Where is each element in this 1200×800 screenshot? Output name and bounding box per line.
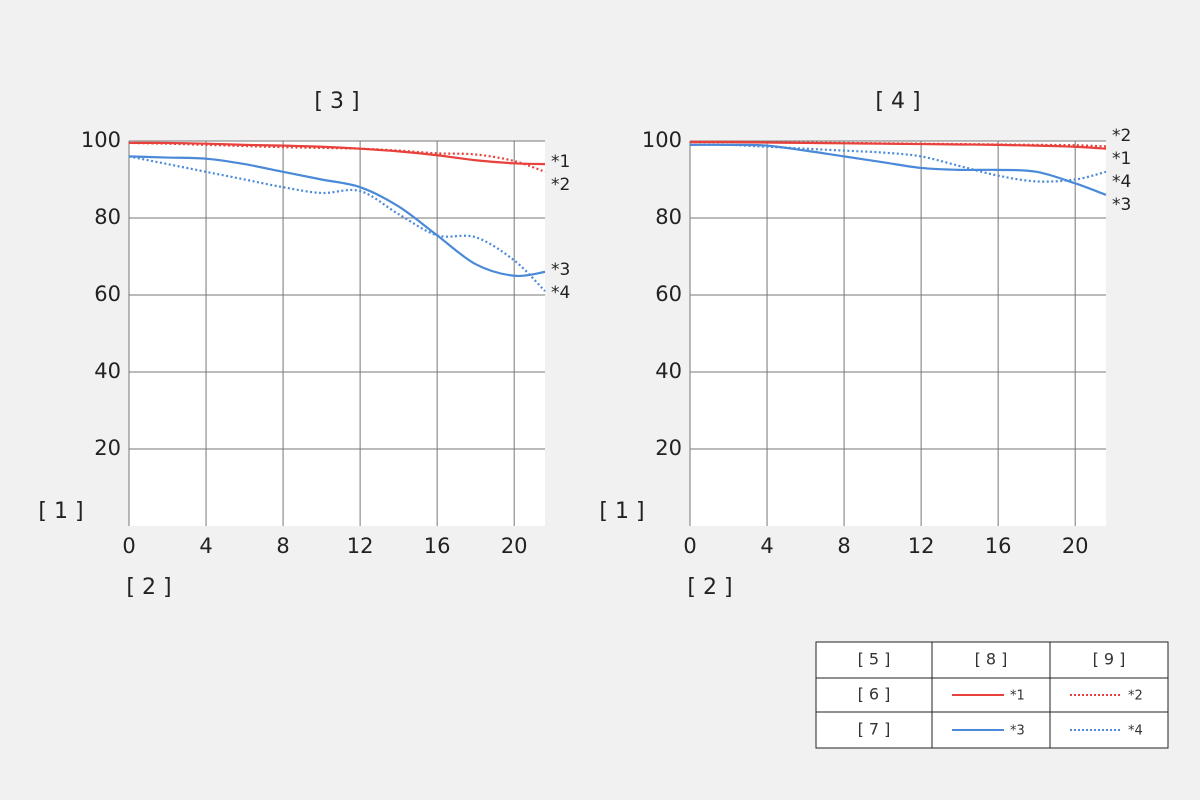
x-tick-label: 16 [424, 534, 451, 558]
x-tick-label: 4 [760, 534, 773, 558]
y-tick-label: 40 [94, 359, 121, 383]
series-end-label: *4 [1112, 172, 1131, 192]
legend-label: *4 [1128, 724, 1143, 739]
x-axis-label: [ 2 ] [126, 575, 171, 600]
x-tick-label: 0 [683, 534, 696, 558]
x-tick-label: 8 [837, 534, 850, 558]
x-tick-label: 8 [276, 534, 289, 558]
y-tick-label: 20 [655, 436, 682, 460]
y-tick-label: 60 [655, 282, 682, 306]
y-tick-label: 100 [81, 128, 121, 152]
table-header: [ 9 ] [1093, 650, 1126, 669]
series-end-label: *4 [551, 283, 570, 303]
table-row-label: [ 6 ] [858, 685, 891, 704]
series-line [128, 141, 546, 173]
x-tick-label: 20 [501, 534, 528, 558]
series-end-label: *3 [551, 260, 570, 280]
series-line [689, 140, 1107, 148]
series-line [128, 155, 546, 278]
chart-title: [ 4 ] [875, 89, 920, 114]
plot-area [690, 141, 1106, 526]
x-tick-label: 4 [199, 534, 212, 558]
legend-label: *2 [1128, 689, 1143, 704]
x-tick-label: 12 [908, 534, 935, 558]
series-end-label: *2 [1112, 126, 1131, 146]
y-tick-label: 100 [642, 128, 682, 152]
series-line [128, 155, 546, 292]
table-header: [ 5 ] [858, 650, 891, 669]
y-axis-label: [ 1 ] [38, 499, 83, 524]
chart-title: [ 3 ] [314, 89, 359, 114]
plot-area [129, 141, 545, 526]
series-end-label: *1 [551, 152, 570, 172]
series-line [689, 143, 1107, 183]
table-header: [ 8 ] [975, 650, 1008, 669]
y-tick-label: 80 [655, 205, 682, 229]
legend-label: *1 [1010, 689, 1025, 704]
series-end-label: *2 [551, 175, 570, 195]
x-tick-label: 12 [347, 534, 374, 558]
x-axis-label: [ 2 ] [687, 575, 732, 600]
y-axis-label: [ 1 ] [599, 499, 644, 524]
x-tick-label: 20 [1062, 534, 1089, 558]
y-tick-label: 40 [655, 359, 682, 383]
series-line [689, 143, 1107, 196]
table-row-label: [ 7 ] [858, 720, 891, 739]
x-tick-label: 16 [985, 534, 1012, 558]
y-tick-label: 80 [94, 205, 121, 229]
legend-label: *3 [1010, 724, 1025, 739]
series-end-label: *3 [1112, 195, 1131, 215]
x-tick-label: 0 [122, 534, 135, 558]
y-tick-label: 20 [94, 436, 121, 460]
series-end-label: *1 [1112, 149, 1131, 169]
y-tick-label: 60 [94, 282, 121, 306]
